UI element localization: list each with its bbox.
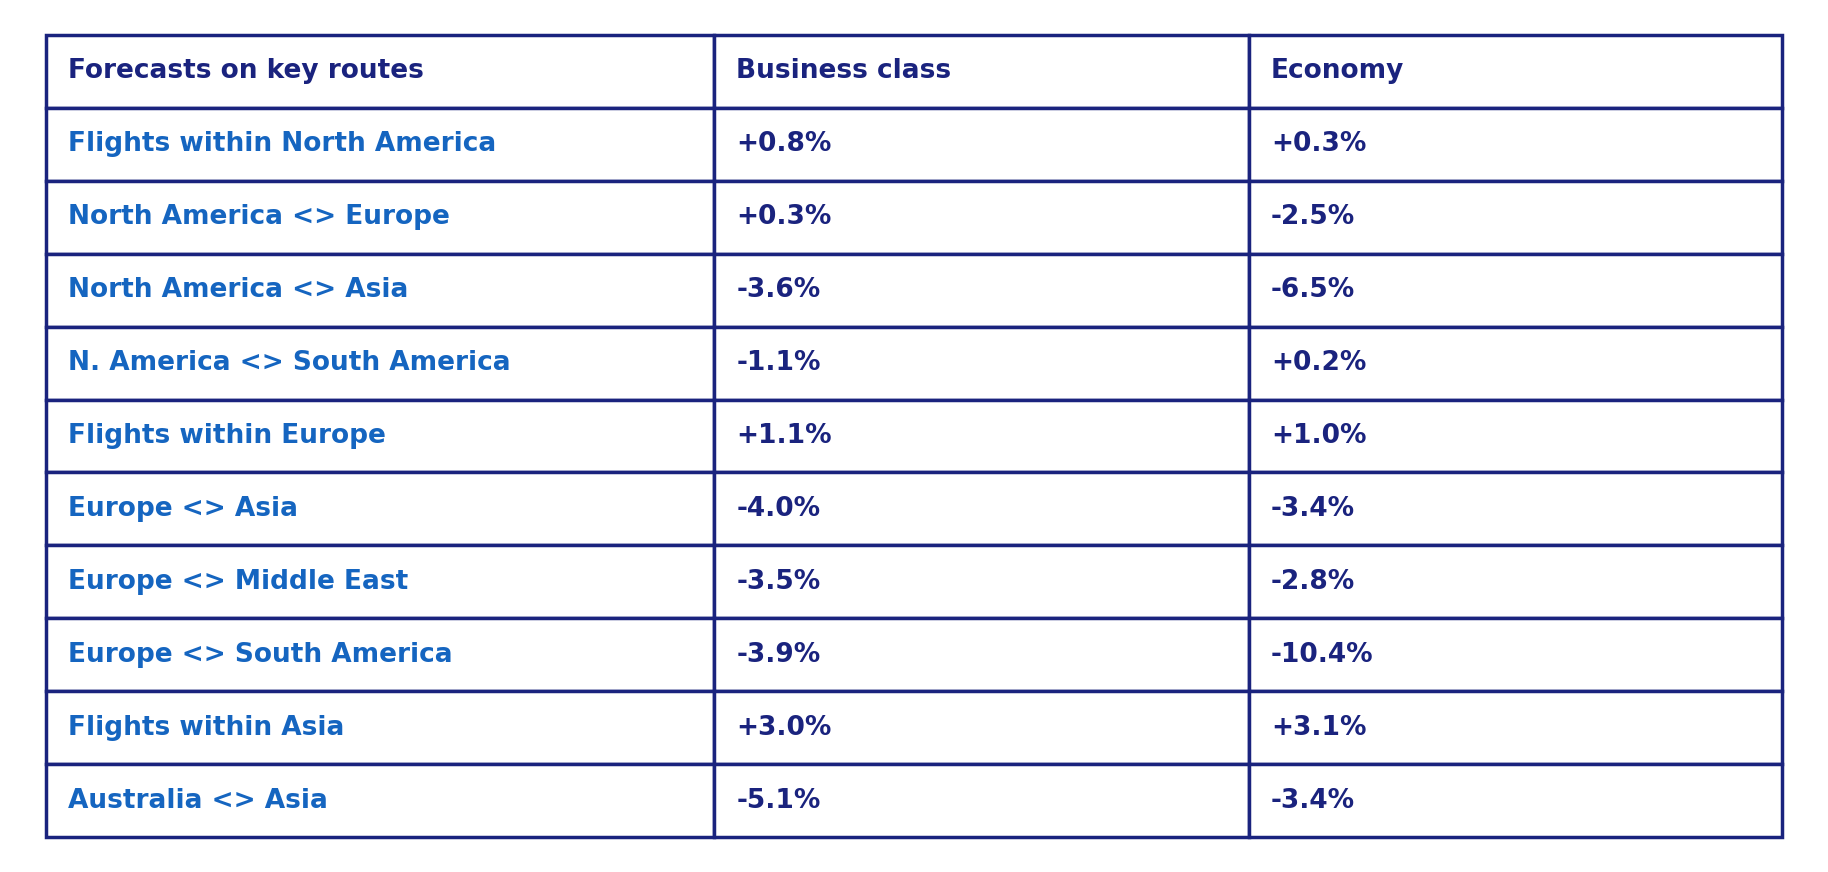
Text: Europe <> Middle East: Europe <> Middle East [68,569,408,595]
Bar [46,181,715,254]
Text: -3.6%: -3.6% [737,277,821,303]
Text: -6.5%: -6.5% [1270,277,1355,303]
Text: -2.8%: -2.8% [1270,569,1355,595]
Text: -2.5%: -2.5% [1270,204,1355,230]
Text: -4.0%: -4.0% [737,496,821,522]
Text: -5.1%: -5.1% [737,787,821,814]
Bar [715,327,1249,399]
Bar [715,108,1249,181]
Text: Flights within Asia: Flights within Asia [68,715,344,740]
Bar [1249,181,1782,254]
Bar [715,181,1249,254]
Bar [46,691,715,764]
Bar [1249,108,1782,181]
Text: +0.3%: +0.3% [1270,132,1367,157]
Bar [1249,35,1782,108]
Bar [715,545,1249,618]
Text: +0.8%: +0.8% [737,132,832,157]
Bar [1249,399,1782,473]
Text: -3.4%: -3.4% [1270,496,1355,522]
Bar [715,691,1249,764]
Text: +0.2%: +0.2% [1270,350,1367,376]
Text: +3.0%: +3.0% [737,715,832,740]
Text: Economy: Economy [1270,58,1404,85]
Text: Flights within Europe: Flights within Europe [68,423,386,449]
Text: -3.4%: -3.4% [1270,787,1355,814]
Text: N. America <> South America: N. America <> South America [68,350,510,376]
Bar [1249,618,1782,691]
Bar [46,473,715,545]
Text: North America <> Europe: North America <> Europe [68,204,450,230]
Text: +1.1%: +1.1% [737,423,832,449]
Text: -1.1%: -1.1% [737,350,821,376]
Text: Europe <> Asia: Europe <> Asia [68,496,298,522]
Bar [46,618,715,691]
Text: -3.9%: -3.9% [737,642,821,668]
Bar [46,327,715,399]
Bar [46,108,715,181]
Text: +1.0%: +1.0% [1270,423,1367,449]
Text: +3.1%: +3.1% [1270,715,1367,740]
Bar [715,35,1249,108]
Bar [1249,473,1782,545]
Text: North America <> Asia: North America <> Asia [68,277,408,303]
Bar [46,254,715,327]
Bar [715,618,1249,691]
Bar [715,254,1249,327]
Bar [46,545,715,618]
Bar [1249,691,1782,764]
Text: -3.5%: -3.5% [737,569,821,595]
Bar [715,473,1249,545]
Bar [46,399,715,473]
Text: Forecasts on key routes: Forecasts on key routes [68,58,424,85]
Text: Australia <> Asia: Australia <> Asia [68,787,327,814]
Bar [715,399,1249,473]
Bar [46,35,715,108]
Text: Business class: Business class [737,58,951,85]
Text: Flights within North America: Flights within North America [68,132,495,157]
Bar [1249,254,1782,327]
Bar [1249,764,1782,837]
Bar [1249,545,1782,618]
Bar [46,764,715,837]
Bar [715,764,1249,837]
Bar [1249,327,1782,399]
Text: Europe <> South America: Europe <> South America [68,642,452,668]
Text: -10.4%: -10.4% [1270,642,1373,668]
Text: +0.3%: +0.3% [737,204,832,230]
